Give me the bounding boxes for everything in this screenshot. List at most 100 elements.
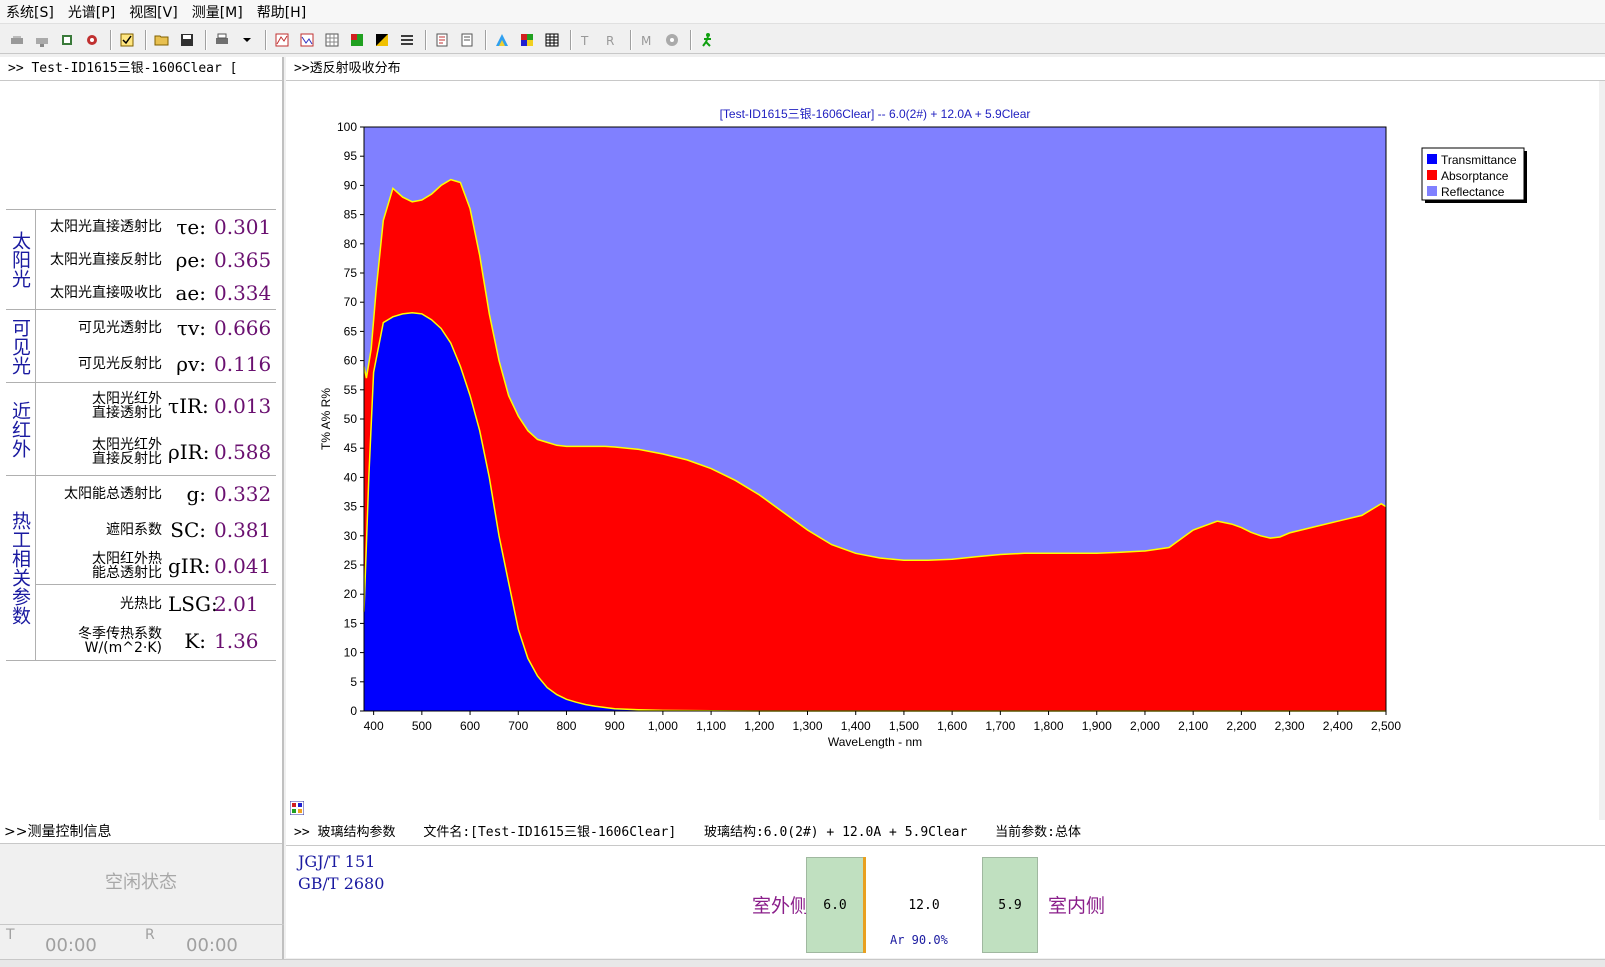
property-name: 太阳光红外 直接反射比	[92, 437, 162, 467]
checklist-icon[interactable]	[116, 29, 138, 51]
y-tick-label: 20	[344, 587, 358, 601]
inner-glass-thickness: 5.9	[998, 897, 1022, 913]
property-row: 遮阳系数 SC: 0.381	[36, 512, 276, 548]
outer-glass-pane[interactable]: 6.0	[806, 857, 864, 953]
toolbar-separator	[265, 29, 267, 50]
t-time-value: 00:00	[45, 935, 97, 956]
property-value: 0.041	[214, 554, 272, 578]
instrument-disconnect-icon[interactable]	[31, 29, 53, 51]
indoor-label: 室内侧	[1048, 895, 1106, 917]
toolbar: T R M	[0, 26, 1605, 54]
transmittance-area	[364, 312, 1386, 711]
menu-view[interactable]: 视图[V]	[129, 4, 178, 21]
x-tick-label: 900	[605, 719, 625, 733]
grid-icon[interactable]	[321, 29, 343, 51]
outer-glass-thickness: 6.0	[823, 897, 847, 913]
report-r-icon[interactable]	[296, 29, 318, 51]
property-group: 太阳光 太阳光直接透射比 τe: 0.301 太阳光直接反射比 ρe: 0.365 太阳光直接…	[6, 209, 276, 309]
toolbar-separator	[145, 29, 147, 50]
property-row: 冬季传热系数 W/(m^2·K) K: 1.36	[36, 622, 276, 660]
open-folder-icon[interactable]	[151, 29, 173, 51]
property-symbol: SC:	[170, 518, 206, 542]
color-triangle-icon[interactable]	[491, 29, 513, 51]
property-value: 0.381	[214, 518, 272, 542]
run-icon[interactable]	[696, 29, 718, 51]
property-value: 2.01	[214, 591, 259, 616]
property-symbol: gIR:	[168, 554, 211, 578]
legend-label: Reflectance	[1441, 185, 1505, 199]
property-symbol: τIR:	[168, 394, 209, 418]
palette-icon[interactable]	[516, 29, 538, 51]
legend-swatch	[1427, 154, 1437, 164]
group-divider	[6, 660, 276, 661]
property-symbol: ae:	[175, 280, 207, 305]
property-symbol: τv:	[176, 316, 206, 340]
measure-header: >>测量控制信息	[0, 820, 282, 844]
calibrate-icon[interactable]	[56, 29, 78, 51]
table-icon[interactable]	[541, 29, 563, 51]
property-value: 0.332	[214, 482, 272, 506]
settings-icon[interactable]	[81, 29, 103, 51]
x-axis-label: WaveLength - nm	[828, 735, 922, 749]
legend-swatch	[1427, 186, 1437, 196]
toolbar-separator	[205, 29, 207, 50]
instrument-connect-icon[interactable]	[6, 29, 28, 51]
structure-header: >> 玻璃结构参数 文件名:[Test-ID1615三银-1606Clear] …	[286, 820, 1605, 846]
chevron-down-icon[interactable]	[236, 29, 258, 51]
vertical-scrollbar[interactable]	[1599, 81, 1605, 841]
coating-line	[863, 857, 866, 953]
menu-measure[interactable]: 测量[M]	[191, 4, 243, 21]
menu-system[interactable]: 系统[S]	[6, 4, 54, 21]
svg-text:T: T	[580, 34, 589, 48]
absorptance-edge-line	[363, 178, 1387, 562]
report-t-icon[interactable]	[271, 29, 293, 51]
x-tick-label: 1,500	[889, 719, 919, 733]
y-tick-label: 40	[344, 470, 358, 484]
property-name: 可见光透射比	[78, 320, 162, 336]
r-time-value: 00:00	[186, 935, 238, 956]
property-row: 可见光透射比 τv: 0.666	[36, 310, 276, 346]
y-tick-label: 0	[350, 704, 357, 718]
legend-label: Absorptance	[1441, 169, 1509, 183]
property-value: 0.116	[214, 352, 272, 376]
y-tick-label: 85	[344, 208, 358, 222]
save-icon[interactable]	[176, 29, 198, 51]
chart-options-icon[interactable]	[290, 801, 304, 815]
measure-icon[interactable]	[431, 29, 453, 51]
x-tick-label: 2,200	[1226, 719, 1256, 733]
x-tick-label: 2,100	[1178, 719, 1208, 733]
x-tick-label: 1,200	[744, 719, 774, 733]
document-icon[interactable]	[456, 29, 478, 51]
property-row: 太阳光直接透射比 τe: 0.301	[36, 210, 276, 243]
standard-jgj: JGJ/T 151	[298, 852, 376, 871]
spectrum-icon[interactable]	[371, 29, 393, 51]
inner-glass-pane[interactable]: 5.9	[982, 857, 1038, 953]
spectrum-chart[interactable]: [Test-ID1615三银-1606Clear] -- 6.0(2#) + 1…	[286, 81, 1599, 803]
reflectance-mode-icon[interactable]: R	[601, 29, 623, 51]
x-tick-label: 1,900	[1082, 719, 1112, 733]
gas-gap[interactable]: 12.0	[866, 857, 982, 953]
property-name: 太阳光直接吸收比	[50, 284, 162, 301]
menu-spectrum[interactable]: 光谱[P]	[67, 4, 116, 21]
x-tick-label: 2,300	[1275, 719, 1305, 733]
color-chart-icon[interactable]	[346, 29, 368, 51]
x-tick-label: 2,400	[1323, 719, 1353, 733]
property-row: 太阳红外热 能总透射比 gIR: 0.041	[36, 548, 276, 584]
y-tick-label: 35	[344, 500, 358, 514]
y-tick-label: 10	[344, 646, 358, 660]
y-tick-label: 50	[344, 412, 358, 426]
overlay-icon[interactable]	[396, 29, 418, 51]
legend-label: Transmittance	[1441, 153, 1517, 167]
svg-text:R: R	[606, 34, 614, 48]
transmittance-mode-icon[interactable]: T	[576, 29, 598, 51]
group-label: 近红外	[6, 383, 36, 475]
mode-m-icon[interactable]: M	[636, 29, 658, 51]
disc-icon[interactable]	[661, 29, 683, 51]
property-value: 0.013	[214, 394, 272, 418]
menu-help[interactable]: 帮助[H]	[256, 4, 307, 21]
gap-thickness: 12.0	[908, 897, 940, 913]
print-icon[interactable]	[211, 29, 233, 51]
x-tick-label: 1,100	[696, 719, 726, 733]
standard-gb: GB/T 2680	[298, 874, 385, 893]
blank-area	[0, 81, 282, 209]
